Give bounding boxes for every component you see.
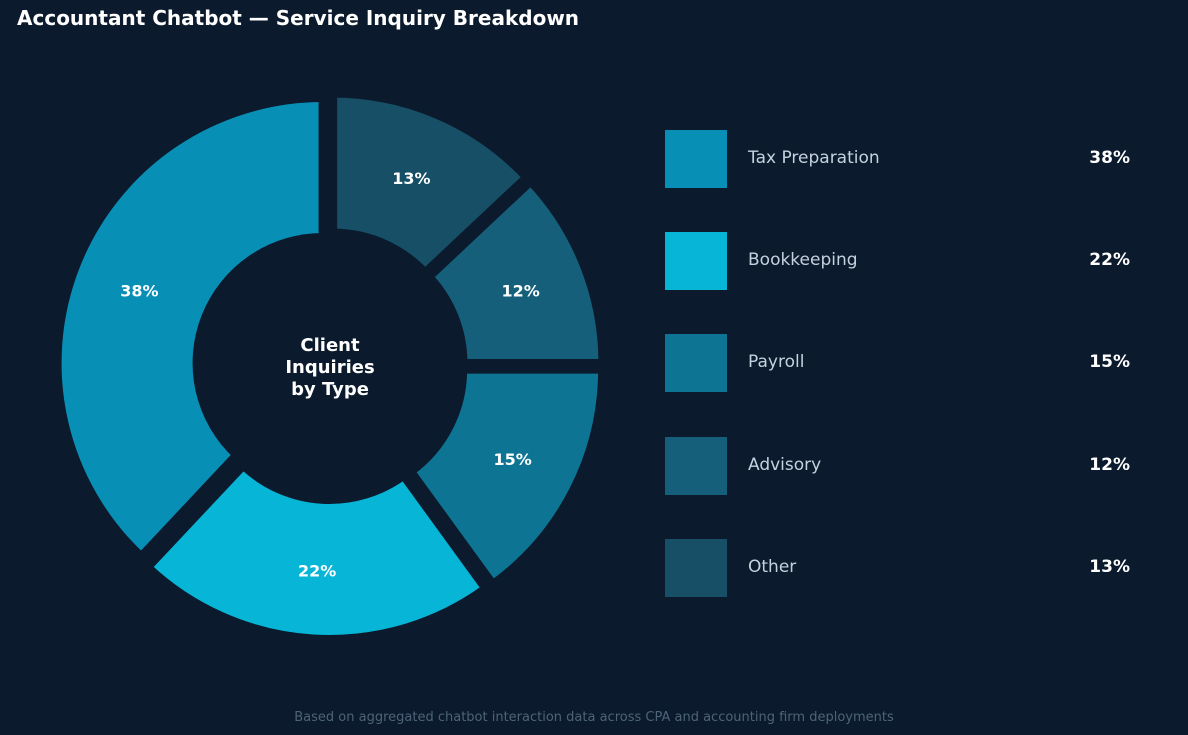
slice-advisory: [423, 175, 607, 368]
slice-label-other: 13%: [392, 169, 430, 188]
legend-label: Payroll: [748, 352, 805, 372]
legend-label: Bookkeeping: [748, 250, 858, 270]
slice-other: [329, 89, 533, 279]
slice-label-tax-preparation: 38%: [120, 282, 158, 301]
slice-bookkeeping: [142, 460, 491, 643]
legend-swatch: [665, 334, 727, 392]
footnote: Based on aggregated chatbot interaction …: [294, 710, 894, 725]
legend-value: 38%: [1089, 148, 1130, 168]
legend-value: 22%: [1089, 250, 1130, 270]
slice-label-advisory: 12%: [501, 282, 539, 301]
slice-tax-preparation: [53, 94, 327, 562]
legend-value: 15%: [1089, 352, 1130, 372]
center-label-line: Client: [300, 335, 360, 356]
legend-item-bookkeeping: Bookkeeping 22%: [665, 232, 1135, 290]
legend-item-tax-preparation: Tax Preparation 38%: [665, 130, 1135, 188]
slice-payroll: [405, 365, 607, 590]
legend-label: Advisory: [748, 455, 822, 475]
legend-item-other: Other 13%: [665, 539, 1135, 597]
legend-swatch: [665, 232, 727, 290]
legend-item-advisory: Advisory 12%: [665, 437, 1135, 495]
center-label-line: Inquiries: [285, 357, 374, 378]
chart-title: Accountant Chatbot — Service Inquiry Bre…: [17, 6, 580, 30]
slice-label-payroll: 15%: [494, 450, 532, 469]
legend-label: Other: [748, 557, 797, 577]
center-label-line: by Type: [291, 379, 369, 400]
legend-swatch: [665, 539, 727, 597]
legend-swatch: [665, 130, 727, 188]
legend-value: 12%: [1089, 455, 1130, 475]
legend-item-payroll: Payroll 15%: [665, 334, 1135, 392]
legend-label: Tax Preparation: [748, 148, 880, 168]
slice-label-bookkeeping: 22%: [298, 562, 336, 581]
legend-swatch: [665, 437, 727, 495]
legend-value: 13%: [1089, 557, 1130, 577]
